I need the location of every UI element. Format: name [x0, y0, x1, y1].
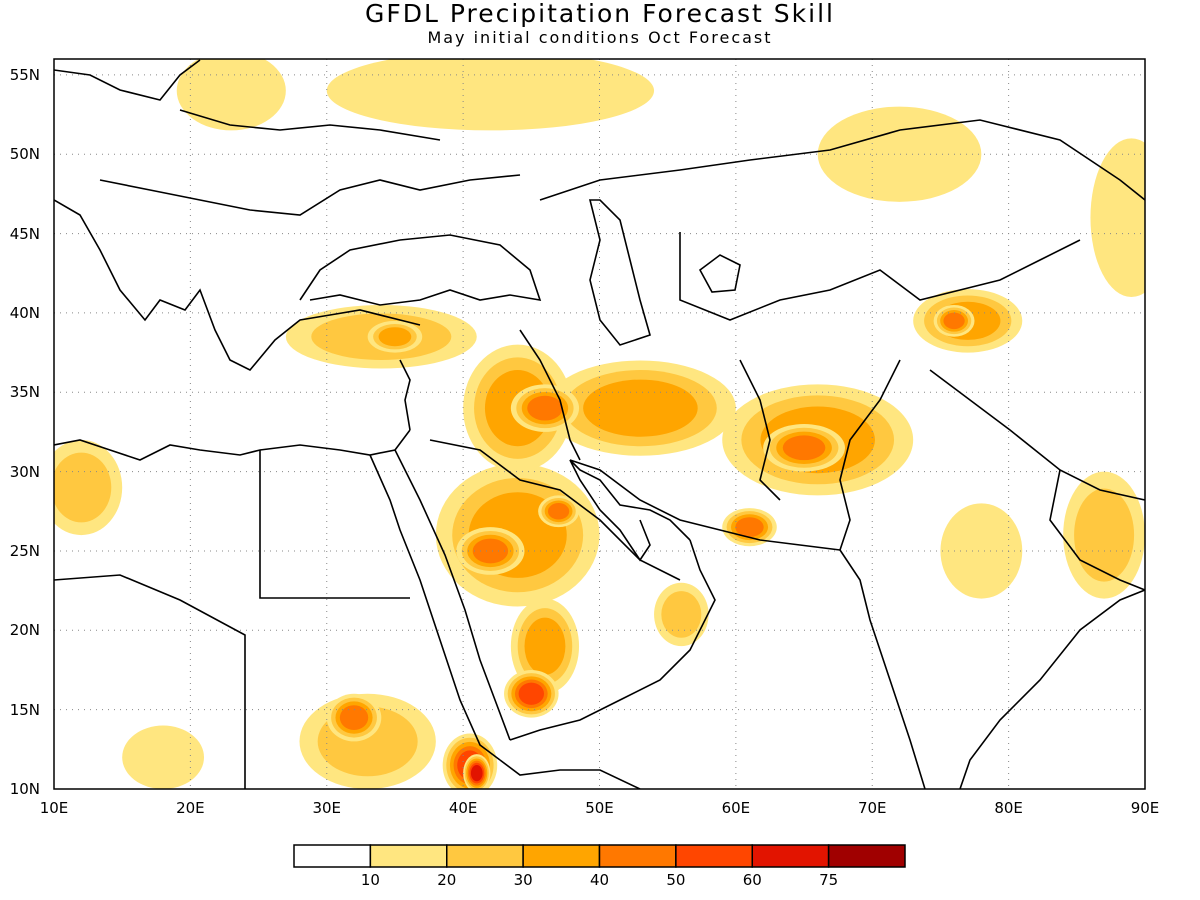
skill-region — [1090, 138, 1145, 298]
lat-tick-label: 30N — [9, 462, 40, 481]
skill-region — [1074, 488, 1135, 582]
colorbar-label: 30 — [513, 871, 533, 889]
skill-region — [782, 435, 826, 461]
coastline-levant — [399, 359, 411, 431]
coastline-india-west — [839, 549, 926, 789]
coastline-caspian — [588, 199, 651, 346]
coastline-baltic — [54, 59, 201, 101]
colorbar-swatch — [293, 844, 372, 868]
skill-region — [661, 591, 702, 638]
lon-tick-label: 10E — [39, 799, 69, 817]
lat-tick-label: 35N — [9, 383, 40, 402]
colorbar-label: 50 — [666, 871, 686, 889]
lon-tick-label: 90E — [1130, 799, 1160, 817]
colorbar — [293, 844, 906, 868]
colorbar-label: 75 — [819, 871, 839, 889]
border-russia-kazakh — [539, 119, 1145, 201]
border-iran-afghan — [739, 359, 781, 501]
skill-region — [176, 59, 286, 131]
lon-tick-label: 80E — [994, 799, 1023, 817]
colorbar-swatch — [522, 844, 601, 868]
skill-region — [326, 59, 655, 131]
colorbar-swatch — [369, 844, 448, 868]
border-sahara-1 — [54, 574, 246, 789]
coastline-arabia-south — [509, 539, 716, 741]
lon-tick-label: 60E — [721, 799, 751, 817]
coastline-india-east — [959, 589, 1145, 789]
skill-region — [122, 725, 205, 789]
skill-region — [735, 517, 764, 538]
lon-tick-label: 70E — [857, 799, 887, 817]
lat-tick-label: 45N — [9, 224, 40, 243]
coastline-black-sea — [299, 234, 542, 306]
skill-region — [524, 617, 566, 675]
lon-tick-label: 40E — [448, 799, 478, 817]
border-himalaya — [929, 369, 1145, 501]
skill-region — [518, 682, 545, 705]
coastline-red-sea-east — [394, 449, 511, 741]
colorbar-swatch — [675, 844, 753, 868]
map-subtitle: May initial conditions Oct Forecast — [427, 28, 773, 47]
skill-region — [583, 379, 698, 437]
skill-region — [470, 764, 483, 782]
colorbar-swatch — [598, 844, 677, 868]
skill-region — [943, 312, 965, 330]
coastline-iran-south — [569, 459, 841, 551]
skill-region — [339, 705, 369, 730]
border-europe-2 — [179, 109, 441, 141]
skill-region — [54, 452, 112, 523]
coastline-aral — [698, 254, 741, 293]
colorbar-label: 20 — [437, 871, 457, 889]
lat-tick-label: 55N — [9, 65, 40, 84]
lon-tick-label: 30E — [312, 799, 342, 817]
lon-tick-label: 20E — [176, 799, 205, 817]
lat-tick-label: 10N — [9, 780, 40, 798]
colorbar-label: 40 — [589, 871, 610, 889]
map-title: GFDL Precipitation Forecast Skill — [364, 0, 835, 28]
lat-tick-label: 40N — [9, 303, 40, 322]
border-pakistan-india — [839, 359, 901, 551]
border-central-asia — [679, 232, 1081, 321]
border-sahara-2 — [259, 450, 410, 599]
skill-region — [940, 503, 1023, 599]
border-iraq-iran — [519, 329, 581, 461]
plot-frame — [53, 58, 1146, 790]
lat-tick-label: 50N — [9, 145, 40, 164]
coastline-red-sea-west — [369, 454, 501, 761]
coastline-mediterranean-north — [54, 199, 421, 371]
lat-tick-label: 20N — [9, 621, 40, 640]
border-china-south — [1049, 469, 1145, 591]
skill-region — [472, 538, 509, 564]
border-arabia — [429, 439, 681, 581]
colorbar-swatch — [751, 844, 830, 868]
lat-tick-label: 25N — [9, 541, 40, 560]
colorbar-swatch — [446, 844, 524, 868]
border-europe-1 — [99, 174, 521, 216]
coastline-somalia — [499, 759, 641, 789]
skill-region — [378, 327, 412, 347]
colorbar-label: 60 — [742, 871, 762, 889]
skill-region — [527, 395, 563, 421]
skill-region — [547, 503, 570, 520]
colorbar-label: 10 — [360, 871, 380, 889]
colorbar-swatch — [827, 844, 906, 868]
skill-region — [817, 106, 982, 202]
lon-tick-label: 50E — [585, 799, 614, 817]
lat-tick-label: 15N — [9, 700, 40, 719]
